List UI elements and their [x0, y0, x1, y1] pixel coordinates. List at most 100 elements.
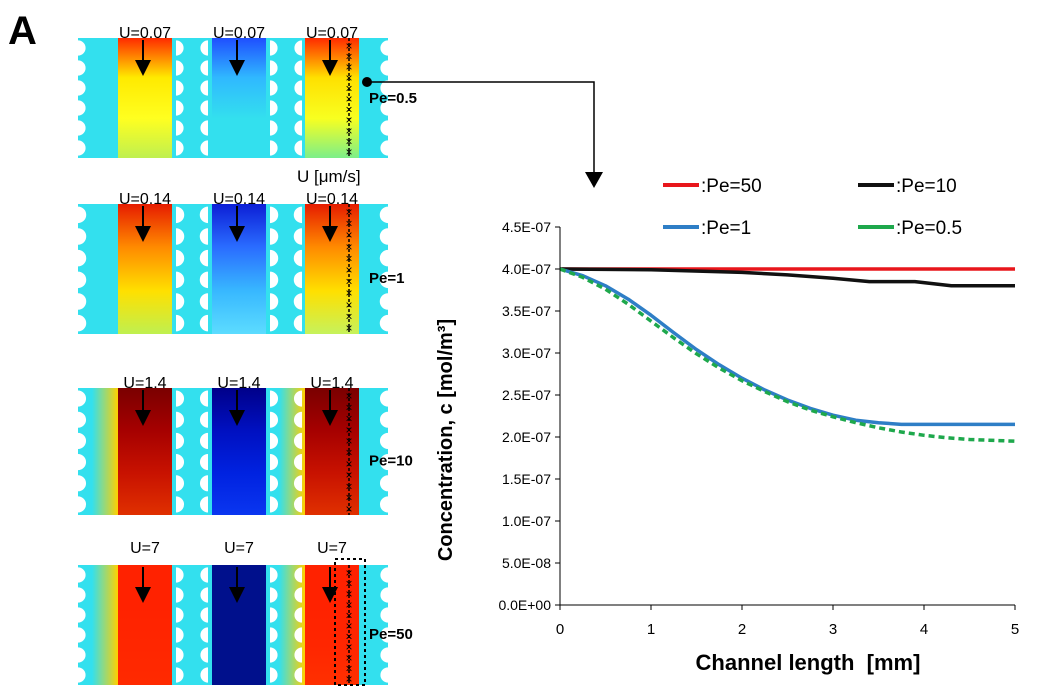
sample-marker: × — [345, 446, 352, 460]
flow-arrow-head — [135, 226, 151, 242]
sample-marker: × — [345, 457, 352, 471]
notched-edge — [270, 40, 278, 156]
channel-column — [212, 388, 266, 515]
legend-label: :Pe=10 — [896, 176, 957, 197]
sample-marker: × — [345, 672, 352, 686]
sample-marker: × — [345, 145, 352, 159]
peclet-label: Pe=10 — [369, 453, 413, 470]
flow-arrow-head — [229, 226, 245, 242]
sample-marker: × — [345, 577, 352, 591]
sample-marker: × — [345, 240, 352, 254]
channel-column — [305, 565, 359, 685]
notched-edge — [270, 390, 279, 513]
legend-label: :Pe=1 — [701, 218, 751, 239]
y-tick-label: 5.0E-08 — [502, 555, 551, 571]
flow-arrow-head — [229, 410, 245, 426]
sample-marker: × — [345, 205, 352, 219]
sample-marker: × — [345, 630, 352, 644]
x-tick-label: 2 — [738, 621, 746, 638]
flow-arrow-head — [322, 587, 338, 603]
x-tick-label: 0 — [556, 621, 564, 638]
boundary-layer — [279, 565, 305, 685]
notched-edge — [78, 206, 87, 332]
velocity-label: U=1.4 — [123, 375, 166, 392]
series-line — [559, 267, 1016, 443]
sample-marker: × — [345, 228, 352, 242]
sample-marker: × — [345, 39, 352, 53]
velocity-label: U=0.07 — [306, 25, 358, 42]
y-tick-label: 2.5E-07 — [502, 387, 551, 403]
sample-marker: × — [345, 124, 352, 138]
sample-marker: × — [345, 50, 352, 64]
channel-column — [118, 204, 172, 334]
sample-marker: × — [345, 113, 352, 127]
channel-column — [118, 38, 172, 158]
sample-marker: × — [345, 71, 352, 85]
sample-marker: × — [345, 587, 352, 601]
notched-edge — [294, 40, 302, 156]
sample-marker: × — [345, 321, 352, 335]
sample-marker: × — [345, 286, 352, 300]
notched-edge — [293, 390, 302, 513]
sample-marker: × — [345, 491, 352, 505]
notched-edge — [199, 206, 208, 332]
y-axis-label: Concentration, c [mol/m³] — [435, 319, 457, 561]
velocity-unit-label: U [μm/s] — [297, 167, 361, 186]
legend-item: :Pe=50 — [663, 176, 762, 197]
channel-column — [118, 565, 172, 685]
legend-label: :Pe=0.5 — [896, 218, 962, 239]
sample-marker: × — [345, 640, 352, 654]
concentration-chart: 0.0E+00 5.0E-08 1.0E-07 1.5E-07 2.0E-07 2.5E-… — [435, 176, 1019, 675]
notched-edge — [270, 206, 279, 332]
sample-marker: × — [345, 608, 352, 622]
flow-arrow-head — [135, 587, 151, 603]
simulation-panel: U=1.4 U=1.4 U=1.4×××××××××××Pe=10 — [78, 375, 413, 516]
sample-marker: × — [345, 468, 352, 482]
velocity-label: U=0.07 — [213, 25, 265, 42]
sampling-box — [334, 558, 366, 686]
sample-marker: × — [345, 298, 352, 312]
channel-column — [305, 38, 359, 158]
sample-marker: × — [345, 412, 352, 426]
notched-edge — [379, 390, 388, 513]
x-tick-label: 3 — [829, 621, 837, 638]
x-tick-label: 1 — [647, 621, 655, 638]
sample-marker: × — [345, 60, 352, 74]
notched-edge — [380, 40, 388, 156]
sample-marker: × — [345, 423, 352, 437]
velocity-label: U=7 — [130, 540, 160, 557]
y-tick-label: 1.0E-07 — [502, 513, 551, 529]
x-axis-label: Channel length [mm] — [696, 650, 921, 675]
sample-marker: × — [345, 251, 352, 265]
flow-arrow-head — [322, 410, 338, 426]
legend-item: :Pe=0.5 — [858, 218, 962, 239]
velocity-label: U=7 — [224, 540, 254, 557]
flow-arrow-head — [229, 587, 245, 603]
connector-arrow — [362, 77, 603, 188]
notched-edge — [200, 567, 208, 683]
sample-marker: × — [345, 92, 352, 106]
notched-edge — [78, 390, 87, 513]
flow-arrow-head — [322, 226, 338, 242]
y-tick-label: 0.0E+00 — [498, 597, 551, 613]
peclet-label: Pe=0.5 — [369, 90, 417, 107]
notched-edge — [380, 567, 388, 683]
simulation-panel: U=0.14 U=0.14 U=0.14×××××××××××Pe=1 — [78, 191, 404, 335]
y-axis-ticks: 0.0E+00 5.0E-08 1.0E-07 1.5E-07 2.0E-07 2.5E-… — [498, 219, 560, 613]
x-tick-label: 4 — [920, 621, 928, 638]
velocity-label: U=1.4 — [217, 375, 260, 392]
peclet-label: Pe=50 — [369, 626, 413, 643]
sample-marker: × — [345, 217, 352, 231]
notched-edge — [78, 567, 86, 683]
sample-marker: × — [345, 134, 352, 148]
legend-item: :Pe=1 — [663, 218, 751, 239]
peclet-label: Pe=1 — [369, 270, 404, 287]
notched-edge — [200, 40, 208, 156]
y-tick-label: 2.0E-07 — [502, 429, 551, 445]
channel-column — [212, 204, 266, 334]
panel-label: A — [8, 9, 37, 53]
sample-marker: × — [345, 400, 352, 414]
y-tick-label: 3.0E-07 — [502, 345, 551, 361]
notched-edge — [176, 567, 184, 683]
